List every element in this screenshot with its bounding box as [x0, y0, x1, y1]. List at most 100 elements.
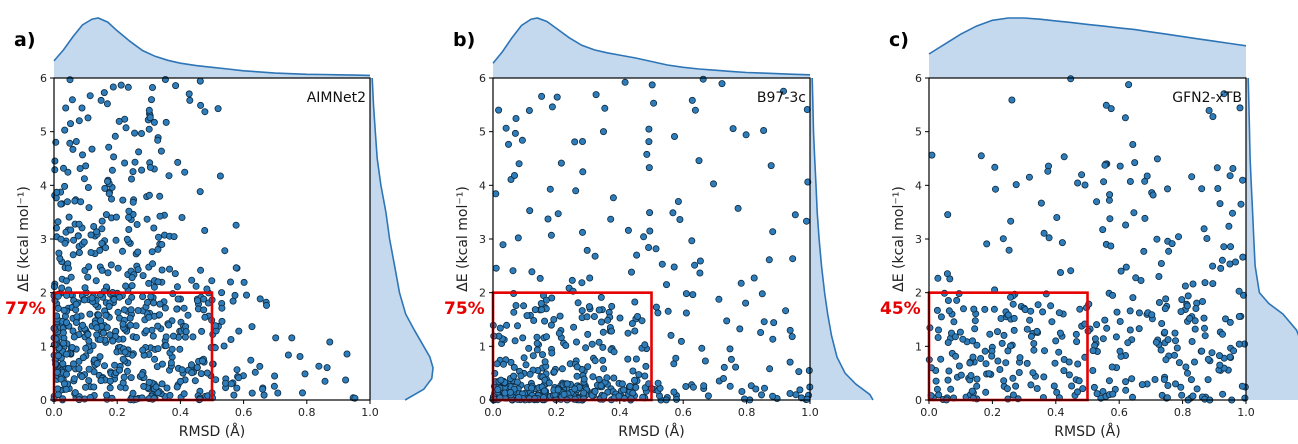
scatter-point	[578, 307, 586, 315]
scatter-point	[247, 356, 255, 364]
scatter-point	[120, 373, 128, 381]
scatter-point	[157, 147, 165, 155]
scatter-point	[600, 392, 608, 400]
x-tick-label: 0.0	[484, 406, 502, 419]
scatter-point	[79, 354, 87, 362]
scatter-point	[1093, 198, 1101, 206]
scatter-point	[550, 368, 558, 376]
scatter-point	[161, 304, 169, 312]
scatter-point	[502, 124, 510, 132]
scatter-point	[218, 317, 226, 325]
scatter-point	[610, 348, 618, 356]
scatter-point	[492, 190, 500, 198]
scatter-point	[145, 279, 153, 287]
scatter-point	[1204, 355, 1212, 363]
scatter-point	[529, 352, 537, 360]
scatter-point	[1235, 340, 1243, 348]
scatter-point	[189, 333, 197, 341]
scatter-point	[145, 313, 153, 321]
scatter-point	[67, 226, 75, 234]
scatter-point	[82, 344, 90, 352]
scatter-point	[1209, 113, 1217, 121]
scatter-point	[645, 164, 653, 172]
scatter-point	[492, 264, 500, 272]
scatter-point	[101, 184, 109, 192]
x-tick-label: 0.8	[1174, 406, 1192, 419]
y-tick-label: 1	[915, 340, 922, 353]
scatter-point	[699, 75, 707, 83]
scatter-point	[658, 260, 666, 268]
scatter-point	[607, 215, 615, 223]
scatter-point	[726, 382, 734, 390]
scatter-point	[145, 191, 153, 199]
scatter-point	[1151, 375, 1159, 383]
scatter-point	[595, 306, 603, 314]
scatter-point	[64, 264, 72, 272]
scatter-point	[1067, 75, 1075, 83]
y-axis-label: ΔE (kcal mol⁻¹)	[455, 186, 471, 292]
scatter-point	[119, 320, 127, 328]
scatter-point	[960, 305, 968, 313]
scatter-point	[615, 392, 623, 400]
scatter-point	[758, 391, 766, 399]
scatter-point	[688, 96, 696, 104]
scatter-point	[556, 312, 564, 320]
scatter-point	[1109, 291, 1117, 299]
scatter-point	[125, 213, 133, 221]
scatter-point	[63, 370, 71, 378]
scatter-point	[1002, 359, 1010, 367]
scatter-point	[1153, 235, 1161, 243]
scatter-point	[608, 302, 616, 310]
scatter-point	[634, 312, 642, 320]
scatter-point	[945, 307, 953, 315]
scatter-point	[1148, 311, 1156, 319]
scatter-point	[710, 180, 718, 188]
scatter-point	[93, 324, 101, 332]
scatter-point	[1162, 295, 1170, 303]
scatter-point	[1000, 377, 1008, 385]
scatter-point	[510, 171, 518, 179]
scatter-point	[574, 299, 582, 307]
scatter-point	[139, 293, 147, 301]
scatter-point	[1230, 347, 1238, 355]
scatter-point	[256, 295, 264, 303]
scatter-point	[727, 355, 735, 363]
scatter-point	[122, 124, 130, 132]
scatter-point	[600, 128, 608, 136]
scatter-point	[137, 129, 145, 137]
scatter-point	[133, 220, 141, 228]
scatter-point	[1093, 321, 1101, 329]
scatter-point	[114, 264, 122, 272]
scatter-point	[156, 212, 164, 220]
scatter-point	[1122, 378, 1130, 386]
scatter-point	[1198, 185, 1206, 193]
scatter-point	[600, 365, 608, 373]
scatter-point	[522, 361, 530, 369]
scatter-point	[1140, 247, 1148, 255]
scatter-point	[90, 222, 98, 230]
scatter-point	[652, 245, 660, 253]
scatter-point	[71, 197, 79, 205]
scatter-point	[1101, 316, 1109, 324]
scatter-point	[579, 228, 587, 236]
scatter-point	[726, 345, 734, 353]
scatter-point	[1009, 391, 1017, 399]
scatter-point	[642, 362, 650, 370]
scatter-point	[1055, 348, 1063, 356]
scatter-point	[1161, 305, 1169, 313]
scatter-point	[71, 389, 79, 397]
scatter-point	[956, 328, 964, 336]
x-tick-label: 1.0	[801, 406, 819, 419]
scatter-point	[342, 376, 350, 384]
scatter-point	[526, 370, 534, 378]
scatter-point	[1220, 243, 1228, 251]
scatter-point	[1143, 172, 1151, 180]
scatter-point	[98, 266, 106, 274]
x-tick-label: 0.4	[611, 406, 629, 419]
scatter-point	[1113, 308, 1121, 316]
scatter-point	[1122, 263, 1130, 271]
scatter-point	[1222, 315, 1230, 323]
scatter-point	[946, 275, 954, 283]
scatter-point	[109, 83, 117, 91]
scatter-point	[1131, 159, 1139, 167]
